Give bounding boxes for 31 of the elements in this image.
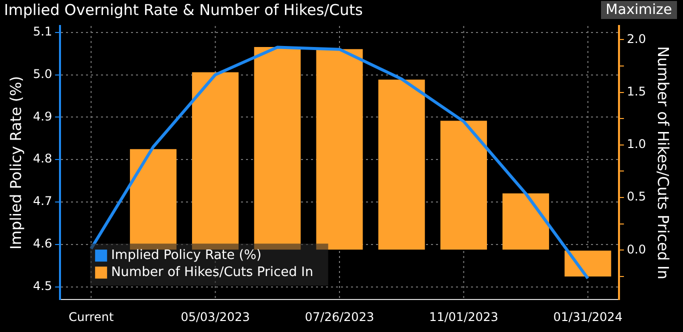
bar — [130, 149, 177, 250]
x-tick-label: 11/01/2023 — [429, 310, 498, 324]
y-tick-label: 4.8 — [32, 152, 52, 166]
y2-tick-label: 2.0 — [626, 32, 646, 46]
y-tick-label: 5.1 — [32, 24, 52, 38]
y2-tick-label: 0.5 — [626, 190, 646, 204]
bar — [192, 72, 239, 250]
x-tick-label: 01/31/2024 — [553, 310, 622, 324]
chart-title: Implied Overnight Rate & Number of Hikes/Cuts — [4, 0, 364, 19]
maximize-button: Maximize — [600, 1, 677, 19]
y-axis-title: Implied Policy Rate (%) — [6, 76, 25, 250]
y-tick-label: 4.6 — [32, 236, 52, 251]
x-tick-label: 07/26/2023 — [304, 310, 374, 324]
bar — [440, 120, 487, 250]
legend-label: Number of Hikes/Cuts Priced In — [111, 264, 314, 280]
y-tick-label: 5.0 — [32, 66, 52, 81]
bar — [378, 80, 425, 250]
y-tick-label: 4.7 — [32, 194, 52, 208]
bar — [502, 193, 550, 250]
y2-tick-label: 1.5 — [626, 84, 646, 98]
legend-label: Implied Policy Rate (%) — [111, 248, 262, 263]
bar — [254, 47, 301, 250]
y-tick-label: 4.9 — [32, 109, 52, 124]
bar — [316, 49, 363, 250]
bar — [564, 250, 612, 276]
y2-tick-label: 0.0 — [626, 242, 646, 256]
y2-axis-title: Number of Hikes/Cuts Priced In — [654, 46, 672, 280]
y-tick-label: 4.5 — [32, 279, 52, 293]
x-tick-label: Current — [68, 310, 114, 324]
x-tick-label: 05/03/2023 — [180, 310, 250, 324]
y2-tick-label: 1.0 — [626, 137, 646, 152]
